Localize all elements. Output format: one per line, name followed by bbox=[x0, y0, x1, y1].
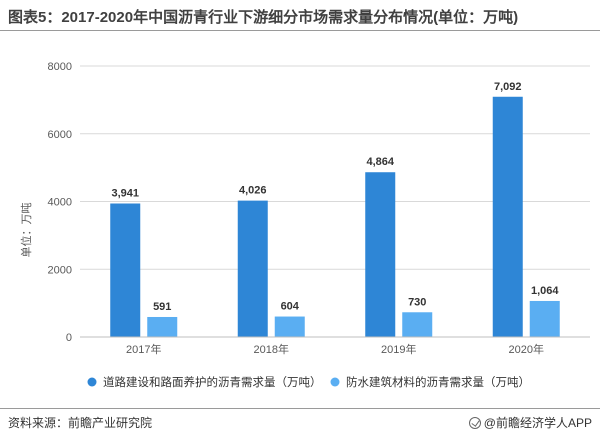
chart-title: 图表5：2017-2020年中国沥青行业下游细分市场需求量分布情况(单位：万吨) bbox=[8, 9, 519, 26]
legend: 道路建设和路面养护的沥青需求量（万吨） 防水建筑材料的沥青需求量（万吨） bbox=[87, 375, 530, 389]
bar-series2-3 bbox=[529, 300, 560, 337]
footer-divider bbox=[0, 408, 600, 409]
brand-logo-icon bbox=[468, 416, 481, 429]
bar-series1-2 bbox=[365, 172, 396, 337]
legend-marker-series1 bbox=[87, 377, 97, 387]
y-tick-label: 0 bbox=[66, 332, 72, 344]
data-label-series1-0: 3,941 bbox=[111, 187, 139, 199]
x-tick-label: 2017年 bbox=[126, 342, 161, 356]
x-tick-labels: 2017年 2018年 2019年 2020年 bbox=[126, 342, 544, 356]
title-divider bbox=[0, 30, 600, 31]
brand-credit-text: @前瞻经济学人APP bbox=[483, 416, 592, 430]
data-labels: 3,941 591 4,026 604 4,864 730 7,092 1,064 bbox=[111, 81, 559, 313]
source-note: 资料来源：前瞻产业研究院 bbox=[8, 416, 153, 430]
x-tick-label: 2020年 bbox=[509, 342, 544, 356]
y-tick-label: 2000 bbox=[48, 264, 72, 276]
data-label-series2-1: 604 bbox=[281, 301, 300, 313]
data-label-series1-2: 4,864 bbox=[366, 156, 394, 168]
legend-label-series1: 道路建设和路面养护的沥青需求量（万吨） bbox=[103, 375, 322, 389]
bar-series2-1 bbox=[274, 316, 305, 337]
y-tick-label: 6000 bbox=[48, 129, 72, 141]
data-label-series2-3: 1,064 bbox=[531, 285, 559, 297]
data-label-series2-2: 730 bbox=[408, 296, 426, 308]
y-axis-label: 单位：万吨 bbox=[19, 203, 33, 258]
y-tick-label: 4000 bbox=[48, 197, 72, 209]
y-tick-labels: 0 2000 4000 6000 8000 bbox=[48, 61, 72, 344]
bar-series1-3 bbox=[492, 96, 523, 337]
x-tick-label: 2018年 bbox=[254, 342, 289, 356]
data-label-series2-0: 591 bbox=[153, 301, 171, 313]
legend-marker-series2 bbox=[330, 377, 340, 387]
bar-series1-1 bbox=[237, 200, 268, 337]
x-tick-label: 2019年 bbox=[381, 342, 416, 356]
bar-series2-2 bbox=[402, 312, 433, 337]
data-label-series1-1: 4,026 bbox=[239, 185, 267, 197]
y-tick-label: 8000 bbox=[48, 61, 72, 73]
bar-chart: 0 2000 4000 6000 8000 单位：万吨 3,941 591 4,026 604… bbox=[19, 61, 590, 389]
legend-label-series2: 防水建筑材料的沥青需求量（万吨） bbox=[346, 375, 530, 389]
brand-credit: @前瞻经济学人APP bbox=[468, 414, 592, 431]
bar-series1-0 bbox=[110, 203, 141, 337]
bar-series2-0 bbox=[147, 316, 178, 337]
bars bbox=[110, 96, 560, 337]
data-label-series1-3: 7,092 bbox=[494, 81, 522, 93]
